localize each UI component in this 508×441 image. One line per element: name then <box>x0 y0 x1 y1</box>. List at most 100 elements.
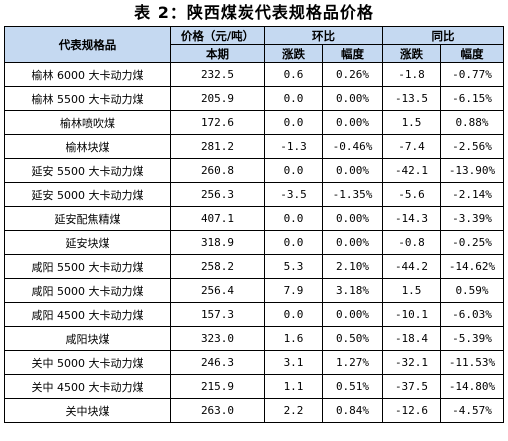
cell-name: 关中块煤 <box>4 398 171 423</box>
cell-yoy-pct: -4.57% <box>440 398 504 423</box>
cell-price: 172.6 <box>170 110 265 135</box>
cell-yoy-change: -42.1 <box>382 158 441 183</box>
cell-yoy-change: -14.3 <box>382 206 441 231</box>
cell-yoy-pct: -2.14% <box>440 182 504 207</box>
table-row: 延安块煤 318.9 0.0 0.00% -0.8 -0.25% <box>4 230 504 255</box>
cell-name: 榆林喷吹煤 <box>4 110 171 135</box>
cell-mom-change: 0.0 <box>264 158 323 183</box>
cell-mom-change: -3.5 <box>264 182 323 207</box>
cell-yoy-change: -32.1 <box>382 350 441 375</box>
cell-mom-change: 0.6 <box>264 62 323 87</box>
cell-price: 205.9 <box>170 86 265 111</box>
cell-yoy-change: -5.6 <box>382 182 441 207</box>
cell-name: 延安块煤 <box>4 230 171 255</box>
table-row: 关中 5000 大卡动力煤 246.3 3.1 1.27% -32.1 -11.53% <box>4 350 504 375</box>
header-yoy: 同比 <box>382 26 504 45</box>
cell-mom-change: 3.1 <box>264 350 323 375</box>
cell-name: 关中 5000 大卡动力煤 <box>4 350 171 375</box>
cell-name: 延安 5000 大卡动力煤 <box>4 182 171 207</box>
cell-yoy-change: -10.1 <box>382 302 441 327</box>
table-row: 榆林 5500 大卡动力煤 205.9 0.0 0.00% -13.5 -6.15% <box>4 86 504 111</box>
cell-mom-pct: 0.00% <box>322 86 383 111</box>
cell-price: 323.0 <box>170 326 265 351</box>
cell-mom-change: -1.3 <box>264 134 323 159</box>
table-row: 咸阳 5500 大卡动力煤 258.2 5.3 2.10% -44.2 -14.62% <box>4 254 504 279</box>
table-row: 咸阳 5000 大卡动力煤 256.4 7.9 3.18% 1.5 0.59% <box>4 278 504 303</box>
header-yoy-pct: 幅度 <box>440 44 504 63</box>
cell-mom-change: 2.2 <box>264 398 323 423</box>
cell-mom-change: 0.0 <box>264 206 323 231</box>
table-row: 关中 4500 大卡动力煤 215.9 1.1 0.51% -37.5 -14.80% <box>4 374 504 399</box>
cell-yoy-change: -12.6 <box>382 398 441 423</box>
header-mom-pct: 幅度 <box>322 44 383 63</box>
cell-mom-pct: 0.00% <box>322 206 383 231</box>
cell-yoy-pct: -6.15% <box>440 86 504 111</box>
cell-mom-change: 0.0 <box>264 110 323 135</box>
cell-mom-change: 1.1 <box>264 374 323 399</box>
cell-yoy-pct: -3.39% <box>440 206 504 231</box>
cell-yoy-pct: -0.25% <box>440 230 504 255</box>
cell-mom-pct: -0.46% <box>322 134 383 159</box>
table-row: 榆林块煤 281.2 -1.3 -0.46% -7.4 -2.56% <box>4 134 504 159</box>
cell-price: 258.2 <box>170 254 265 279</box>
cell-mom-change: 0.0 <box>264 86 323 111</box>
cell-mom-change: 5.3 <box>264 254 323 279</box>
cell-yoy-pct: -14.80% <box>440 374 504 399</box>
cell-name: 关中 4500 大卡动力煤 <box>4 374 171 399</box>
cell-yoy-change: 1.5 <box>382 110 441 135</box>
cell-yoy-change: -37.5 <box>382 374 441 399</box>
cell-yoy-change: -0.8 <box>382 230 441 255</box>
cell-mom-pct: 0.51% <box>322 374 383 399</box>
table-title: 表 2：陕西煤炭代表规格品价格 <box>134 3 374 22</box>
cell-yoy-pct: -0.77% <box>440 62 504 87</box>
cell-name: 榆林块煤 <box>4 134 171 159</box>
cell-yoy-pct: 0.59% <box>440 278 504 303</box>
price-table: 代表规格品 价格（元/吨） 环比 同比 本期 涨跌 幅度 涨跌 幅度 榆林 60… <box>4 26 504 423</box>
cell-yoy-change: -1.8 <box>382 62 441 87</box>
cell-yoy-pct: -14.62% <box>440 254 504 279</box>
header-yoy-change: 涨跌 <box>382 44 441 63</box>
cell-price: 263.0 <box>170 398 265 423</box>
cell-price: 232.5 <box>170 62 265 87</box>
cell-yoy-pct: -6.03% <box>440 302 504 327</box>
table-row: 延安 5500 大卡动力煤 260.8 0.0 0.00% -42.1 -13.90% <box>4 158 504 183</box>
cell-price: 157.3 <box>170 302 265 327</box>
cell-name: 延安配焦精煤 <box>4 206 171 231</box>
cell-mom-pct: 3.18% <box>322 278 383 303</box>
table-row: 延安 5000 大卡动力煤 256.3 -3.5 -1.35% -5.6 -2.14% <box>4 182 504 207</box>
cell-name: 咸阳 4500 大卡动力煤 <box>4 302 171 327</box>
cell-price: 256.3 <box>170 182 265 207</box>
cell-mom-pct: 0.26% <box>322 62 383 87</box>
cell-mom-pct: 0.50% <box>322 326 383 351</box>
cell-mom-change: 7.9 <box>264 278 323 303</box>
cell-yoy-change: -13.5 <box>382 86 441 111</box>
cell-price: 246.3 <box>170 350 265 375</box>
cell-price: 215.9 <box>170 374 265 399</box>
table-row: 延安配焦精煤 407.1 0.0 0.00% -14.3 -3.39% <box>4 206 504 231</box>
cell-price: 260.8 <box>170 158 265 183</box>
cell-mom-pct: -1.35% <box>322 182 383 207</box>
cell-yoy-pct: -2.56% <box>440 134 504 159</box>
cell-price: 407.1 <box>170 206 265 231</box>
header-mom: 环比 <box>264 26 383 45</box>
cell-mom-change: 0.0 <box>264 230 323 255</box>
cell-yoy-pct: 0.88% <box>440 110 504 135</box>
table-body: 榆林 6000 大卡动力煤 232.5 0.6 0.26% -1.8 -0.77% 榆林 5… <box>4 62 504 423</box>
cell-name: 延安 5500 大卡动力煤 <box>4 158 171 183</box>
table-row: 咸阳块煤 323.0 1.6 0.50% -18.4 -5.39% <box>4 326 504 351</box>
header-price: 价格（元/吨） <box>170 26 265 45</box>
cell-mom-pct: 0.84% <box>322 398 383 423</box>
cell-yoy-change: -18.4 <box>382 326 441 351</box>
cell-price: 318.9 <box>170 230 265 255</box>
cell-price: 281.2 <box>170 134 265 159</box>
table-row: 榆林 6000 大卡动力煤 232.5 0.6 0.26% -1.8 -0.77% <box>4 62 504 87</box>
cell-name: 榆林 6000 大卡动力煤 <box>4 62 171 87</box>
cell-name: 榆林 5500 大卡动力煤 <box>4 86 171 111</box>
table-row: 咸阳 4500 大卡动力煤 157.3 0.0 0.00% -10.1 -6.03% <box>4 302 504 327</box>
cell-yoy-change: -7.4 <box>382 134 441 159</box>
cell-mom-change: 0.0 <box>264 302 323 327</box>
cell-mom-pct: 0.00% <box>322 158 383 183</box>
header-name: 代表规格品 <box>4 26 171 63</box>
cell-price: 256.4 <box>170 278 265 303</box>
cell-yoy-change: -44.2 <box>382 254 441 279</box>
